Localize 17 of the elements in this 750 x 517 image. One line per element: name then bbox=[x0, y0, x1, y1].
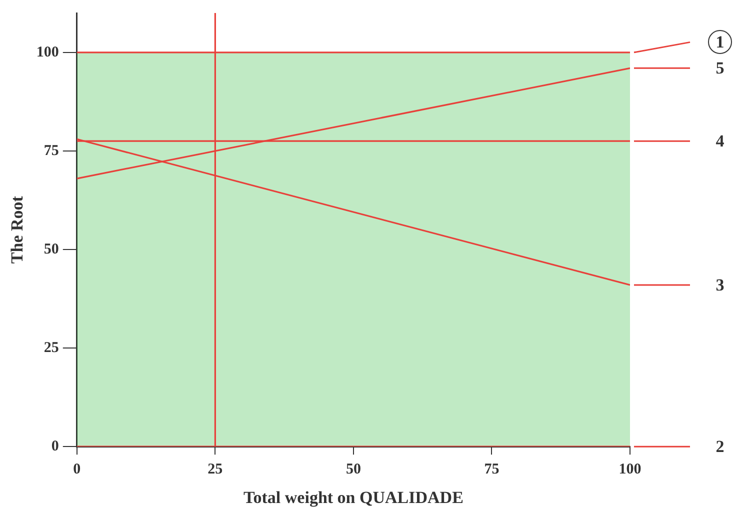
x-tick-label: 75 bbox=[484, 461, 500, 478]
x-tick-label: 100 bbox=[618, 461, 642, 478]
y-tick-label: 50 bbox=[44, 241, 59, 258]
y-tick-label: 75 bbox=[44, 142, 59, 159]
x-tick-label: 50 bbox=[346, 461, 361, 478]
y-tick-label: 25 bbox=[44, 340, 59, 356]
legend-label: 1 bbox=[716, 32, 724, 52]
legend-label: 4 bbox=[716, 132, 725, 150]
x-axis-title: Total weight on QUALIDADE bbox=[243, 488, 464, 508]
y-axis-title: The Root bbox=[8, 196, 27, 264]
legend-label: 5 bbox=[716, 58, 724, 78]
x-tick-label: 0 bbox=[73, 461, 81, 478]
x-tick-label: 25 bbox=[208, 461, 223, 478]
y-tick-label: 100 bbox=[36, 44, 59, 60]
y-tick-label: 0 bbox=[51, 438, 59, 454]
legend-label: 2 bbox=[716, 436, 724, 456]
legend-label: 3 bbox=[716, 275, 724, 294]
